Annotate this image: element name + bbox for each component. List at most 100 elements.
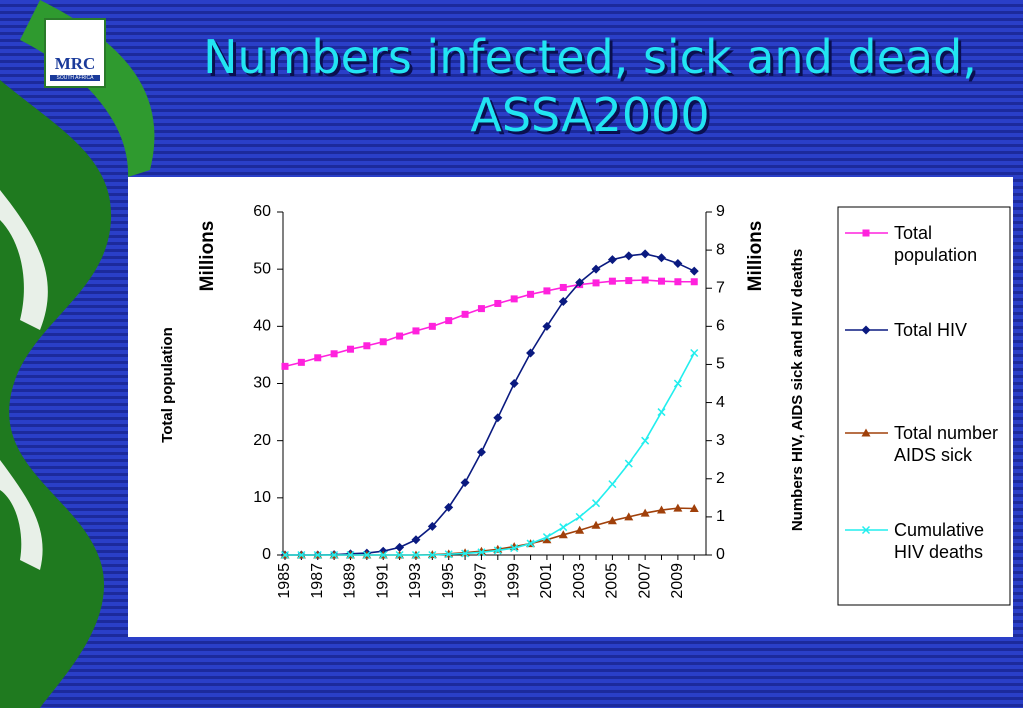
logo-subtext: SOUTH AFRICA [50, 75, 100, 81]
series-marker [428, 550, 437, 560]
series-marker [608, 277, 616, 285]
y2-tick-label: 6 [716, 318, 725, 335]
series-marker [624, 512, 634, 521]
series-marker [657, 253, 667, 263]
legend-marker [862, 229, 870, 237]
y-tick-label: 30 [253, 375, 271, 392]
x-tick-label: 2005 [604, 563, 621, 599]
series-marker [641, 436, 650, 445]
logo: MRC SOUTH AFRICA [44, 18, 106, 88]
series-marker [673, 379, 682, 388]
series-marker [657, 408, 666, 417]
series-marker [379, 550, 388, 560]
slide-title: Numbers infected, sick and dead, ASSA200… [203, 30, 977, 142]
series-marker [509, 379, 519, 388]
series-marker [314, 354, 322, 362]
x-tick-label: 1995 [440, 563, 457, 599]
series-marker [641, 276, 649, 284]
series-marker [673, 258, 683, 268]
series-marker [608, 480, 617, 489]
series-marker [313, 550, 322, 560]
series-marker [690, 348, 699, 358]
series-marker [624, 459, 633, 468]
y-tick-label: 0 [262, 546, 271, 563]
y2-tick-label: 8 [716, 241, 725, 258]
y-unit: Millions [197, 221, 218, 292]
series-marker [444, 550, 453, 559]
series-marker [477, 548, 486, 557]
series-marker [379, 338, 387, 346]
x-tick-label: 1989 [342, 563, 359, 599]
series-marker [542, 321, 552, 331]
series-marker [575, 278, 585, 288]
series-marker [625, 277, 633, 285]
series-marker [558, 530, 568, 539]
series-marker [542, 535, 552, 544]
x-tick-label: 1987 [309, 563, 326, 599]
series-marker [494, 299, 502, 307]
series-marker [558, 297, 568, 307]
legend-label: Total population [894, 223, 978, 265]
series-marker [444, 502, 454, 512]
series-marker [460, 478, 470, 488]
series-marker [640, 249, 650, 259]
series-marker [591, 520, 601, 529]
x-tick-label: 2001 [538, 563, 555, 599]
y-tick-label: 50 [253, 260, 271, 277]
series-marker [330, 550, 339, 560]
legend-marker [861, 325, 871, 335]
logo-text: MRC [54, 54, 96, 73]
legend-label: Cumulative HIV deaths [894, 520, 985, 562]
series-marker [461, 310, 469, 318]
series-marker [411, 550, 420, 560]
x-tick-label: 1991 [374, 563, 391, 599]
series-marker [689, 504, 699, 513]
series-marker [412, 327, 420, 335]
series-marker [411, 535, 421, 545]
series-marker [543, 287, 551, 295]
series-marker [575, 512, 584, 521]
series-marker [362, 550, 371, 560]
series-marker [690, 278, 698, 286]
x-tick-label: 2009 [669, 563, 686, 599]
series-marker [493, 546, 502, 555]
y2-tick-label: 9 [716, 203, 725, 220]
series-marker [493, 413, 503, 423]
series-marker [346, 345, 354, 353]
legend-marker [861, 428, 871, 437]
series-marker [297, 358, 305, 366]
series-marker [542, 533, 551, 542]
x-tick-label: 1993 [407, 563, 424, 599]
series-marker [526, 539, 535, 548]
x-tick-label: 1999 [505, 563, 522, 599]
series-marker [330, 350, 338, 358]
series-marker [689, 266, 699, 276]
series-marker [526, 348, 536, 358]
series-marker [527, 290, 535, 298]
series-marker [428, 322, 436, 330]
y2-unit: Millions [745, 221, 766, 292]
series-marker [281, 362, 289, 370]
series-marker [461, 549, 470, 558]
series-marker [657, 505, 667, 514]
series-marker [395, 542, 405, 552]
series-marker [395, 550, 404, 560]
y2-tick-label: 7 [716, 279, 725, 296]
series-marker [559, 523, 568, 532]
series-marker [510, 544, 519, 553]
series-marker [640, 508, 650, 517]
legend-label: Total HIV [894, 320, 968, 340]
legend-box [837, 206, 1011, 606]
series-marker [591, 264, 601, 274]
series-marker [476, 447, 486, 457]
y2-tick-label: 4 [716, 394, 725, 411]
legend-label: Total number AIDS sick [894, 423, 999, 465]
y2-tick-label: 1 [716, 508, 725, 525]
series-marker [280, 550, 290, 560]
y2-tick-label: 5 [716, 356, 725, 373]
x-tick-label: 2007 [636, 563, 653, 599]
series-marker [591, 499, 601, 508]
x-tick-label: 2003 [571, 563, 588, 599]
x-tick-label: 1985 [276, 563, 293, 599]
